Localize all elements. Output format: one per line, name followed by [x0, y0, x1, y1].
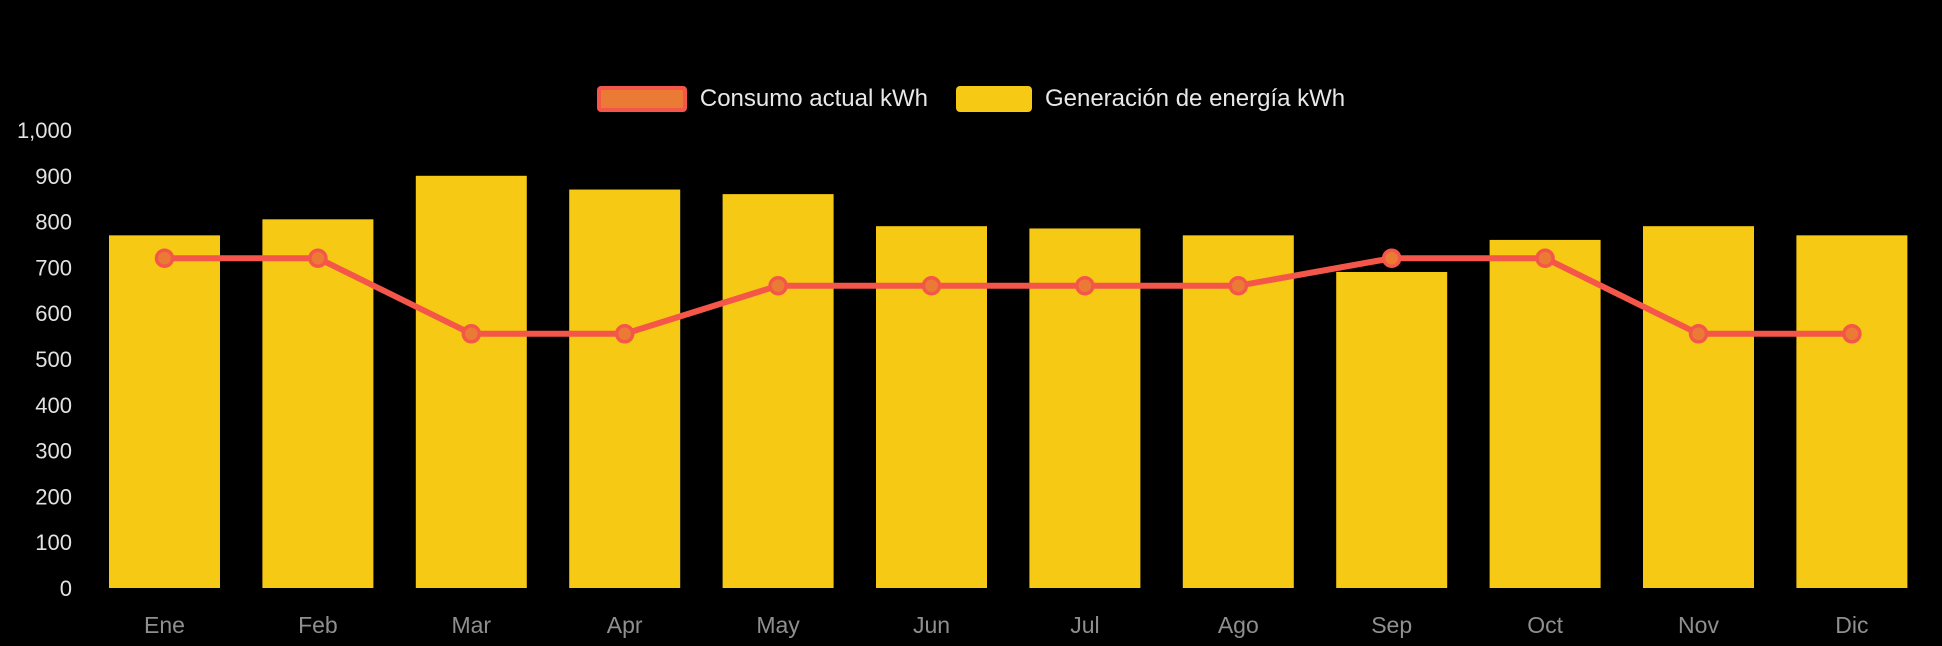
bar-Nov[interactable] [1643, 226, 1754, 588]
x-axis-label-Apr: Apr [607, 612, 643, 638]
x-axis-label-Sep: Sep [1371, 612, 1412, 638]
consumption-legend-swatch [596, 86, 687, 112]
chart-legend: Consumo actual kWh Generación de energía… [0, 86, 1942, 112]
bar-Oct[interactable] [1489, 239, 1601, 589]
x-axis-label-Jun: Jun [913, 612, 950, 638]
y-axis-tick-label: 300 [35, 439, 72, 464]
y-axis-tick-label: 500 [35, 347, 72, 372]
line-marker-May[interactable] [768, 275, 788, 296]
line-marker-Dic[interactable] [1842, 324, 1862, 344]
line-marker-Jun[interactable] [921, 275, 942, 296]
bar-Sep[interactable] [1336, 271, 1448, 588]
bar-Apr[interactable] [569, 189, 681, 589]
line-marker-Mar[interactable] [461, 324, 482, 344]
line-marker-Sep[interactable] [1381, 248, 1402, 268]
line-marker-Apr[interactable] [614, 324, 635, 344]
y-axis-tick-label: 600 [35, 301, 72, 326]
x-axis-label-Nov: Nov [1678, 612, 1719, 638]
x-axis-label-Mar: Mar [451, 612, 491, 638]
x-axis-label-Jul: Jul [1070, 612, 1099, 638]
generation-legend-swatch [955, 86, 1032, 112]
y-axis-tick-label: 900 [35, 164, 72, 189]
y-axis-tick-label: 1,000 [17, 118, 72, 143]
line-marker-Nov[interactable] [1688, 324, 1709, 344]
bar-Ene[interactable] [109, 235, 220, 588]
y-axis-tick-label: 100 [35, 530, 72, 555]
legend-label-generation: Generación de energía kWh [1044, 85, 1346, 112]
line-marker-Ago[interactable] [1228, 275, 1249, 296]
y-axis-tick-label: 700 [35, 255, 72, 280]
x-axis-label-Feb: Feb [298, 612, 338, 638]
bar-May[interactable] [722, 194, 834, 588]
x-axis-label-Ago: Ago [1218, 612, 1259, 638]
x-axis-label-Ene: Ene [144, 612, 185, 638]
line-marker-Ene[interactable] [154, 248, 175, 268]
bar-Feb[interactable] [262, 219, 374, 588]
bar-Mar[interactable] [415, 175, 527, 589]
x-axis-label-Oct: Oct [1527, 612, 1563, 638]
line-marker-Jul[interactable] [1075, 275, 1095, 296]
legend-item-consumption[interactable]: Consumo actual kWh [596, 85, 928, 112]
legend-item-generation[interactable]: Generación de energía kWh [955, 85, 1346, 112]
x-axis-label-Dic: Dic [1835, 612, 1868, 638]
y-axis-tick-label: 400 [35, 393, 72, 418]
y-axis-tick-label: 200 [35, 484, 72, 509]
line-marker-Feb[interactable] [308, 248, 328, 268]
line-marker-Oct[interactable] [1535, 248, 1555, 268]
x-axis-label-May: May [756, 612, 800, 638]
consumption-line [161, 255, 1855, 337]
y-axis-tick-label: 0 [60, 576, 72, 601]
bar-Dic[interactable] [1796, 235, 1908, 588]
legend-label-consumption: Consumo actual kWh [699, 85, 928, 112]
y-axis-tick-label: 800 [35, 210, 72, 235]
